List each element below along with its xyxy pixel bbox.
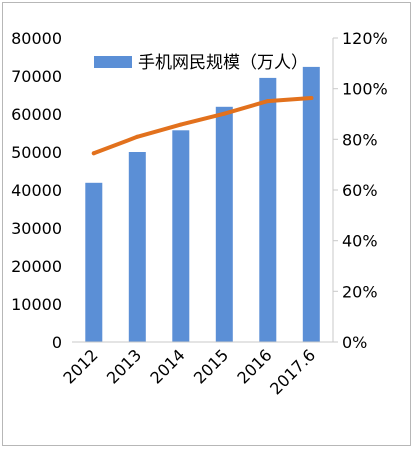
line-point-2017.6: [309, 96, 314, 100]
line-point-2015: [222, 111, 227, 116]
right-tick-label: 20%: [342, 282, 378, 301]
legend-swatch: [94, 56, 132, 68]
bar-2017.6: [302, 66, 320, 343]
bar-2013: [128, 152, 146, 342]
x-tick-label: 2014: [146, 345, 188, 387]
right-tick-label: 100%: [342, 80, 388, 99]
left-tick-label: 70000: [11, 67, 62, 86]
left-tick-label: 40000: [11, 181, 62, 200]
legend: 手机网民规模（万人）: [94, 53, 308, 73]
bar-2014: [172, 130, 190, 342]
left-tick-label: 60000: [11, 105, 62, 124]
x-tick-label: 2013: [103, 345, 145, 387]
right-tick-label: 0%: [342, 333, 367, 352]
bar-2012: [85, 182, 103, 342]
right-tick-label: 60%: [342, 181, 378, 200]
right-tick-label: 120%: [342, 29, 388, 48]
right-tick-label: 40%: [342, 232, 378, 251]
line-point-2014: [178, 122, 183, 127]
left-tick-label: 0: [52, 333, 62, 352]
line-point-2016: [265, 99, 270, 104]
x-tick-label: 2015: [190, 345, 232, 387]
left-tick-label: 10000: [11, 295, 62, 314]
x-tick-label: 2012: [59, 345, 101, 387]
left-tick-label: 50000: [11, 143, 62, 162]
outer-border: [2, 2, 411, 446]
right-tick-label: 80%: [342, 130, 378, 149]
left-tick-label: 20000: [11, 257, 62, 276]
line-point-2013: [135, 134, 140, 139]
x-tick-label: 2017.6: [266, 345, 319, 398]
bar-2016: [259, 77, 277, 343]
left-tick-label: 80000: [11, 29, 62, 48]
legend-label: 手机网民规模（万人）: [138, 53, 308, 73]
left-tick-label: 30000: [11, 219, 62, 238]
line-point-2012: [91, 151, 96, 156]
bar-2015: [215, 106, 233, 342]
penetration-rate-line: [91, 96, 314, 156]
